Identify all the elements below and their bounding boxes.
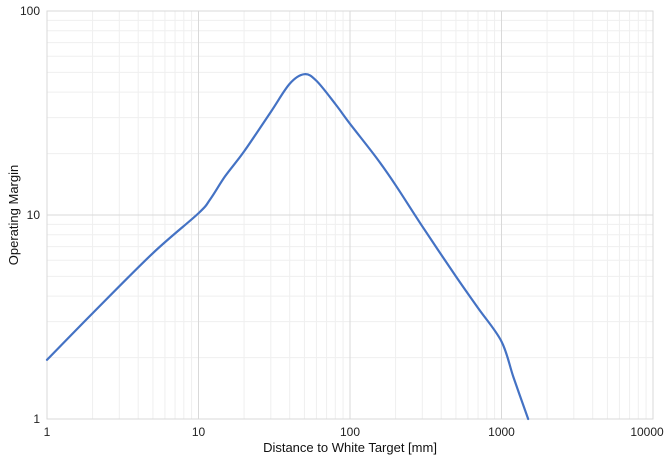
x-tick-label: 1: [44, 425, 51, 439]
y-axis-title: Operating Margin: [6, 165, 21, 265]
series-layer: [45, 73, 530, 421]
series-line: [45, 73, 530, 421]
y-axis-tick-labels: 1 10 100: [20, 4, 40, 426]
x-axis-title: Distance to White Target [mm]: [263, 440, 437, 455]
x-tick-label: 100: [340, 425, 360, 439]
plot-area-border: [46, 10, 654, 420]
x-tick-label: 1000: [488, 425, 515, 439]
x-tick-label: 10: [192, 425, 206, 439]
y-tick-label: 1: [33, 412, 40, 426]
y-tick-label: 10: [27, 208, 41, 222]
y-tick-label: 100: [20, 4, 40, 18]
x-axis-tick-labels: 1 10 100 1000 10000: [44, 425, 664, 439]
x-tick-label: 10000: [630, 425, 664, 439]
